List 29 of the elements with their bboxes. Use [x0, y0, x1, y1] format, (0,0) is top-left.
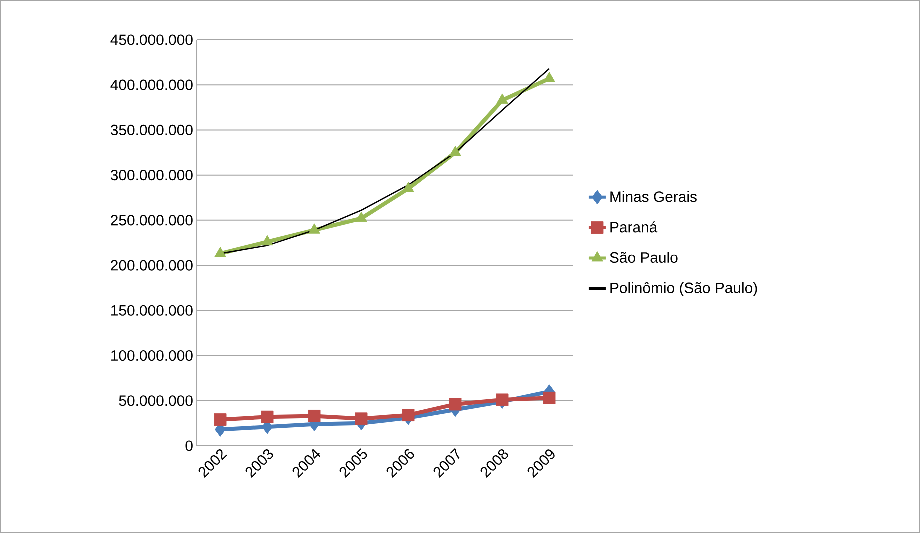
point: [450, 146, 462, 156]
point: [214, 414, 227, 426]
y-tick-label: 200.000.000: [111, 260, 193, 271]
y-tick-label: 150.000.000: [112, 305, 193, 316]
point: [449, 398, 462, 411]
legend-label: Minas Gerais: [610, 191, 697, 202]
y-tick-label: 0: [186, 440, 193, 452]
y-tick-label: 350.000.000: [110, 124, 193, 136]
y-tick-label: 100.000.000: [112, 350, 193, 362]
y-tick-label: 400.000.000: [110, 80, 193, 90]
point: [543, 392, 556, 404]
legend-label: Polinômio (São Paulo): [610, 282, 758, 296]
point: [214, 247, 226, 258]
point: [355, 412, 368, 426]
point: [402, 182, 414, 192]
y-tick-label: 450.000.000: [110, 34, 193, 46]
y-tick-label: 300.000.000: [110, 170, 193, 181]
point: [356, 212, 368, 222]
point: [496, 394, 509, 406]
y-tick-label: 50.000.000: [119, 396, 193, 406]
point: [496, 94, 508, 104]
legend-label: São Paulo: [610, 252, 678, 264]
point: [402, 409, 415, 422]
point: [308, 410, 321, 422]
point: [262, 235, 274, 246]
point: [261, 410, 274, 424]
legend-label: Paraná: [610, 222, 658, 233]
point: [308, 224, 320, 234]
y-tick-label: 250.000.000: [111, 215, 193, 226]
